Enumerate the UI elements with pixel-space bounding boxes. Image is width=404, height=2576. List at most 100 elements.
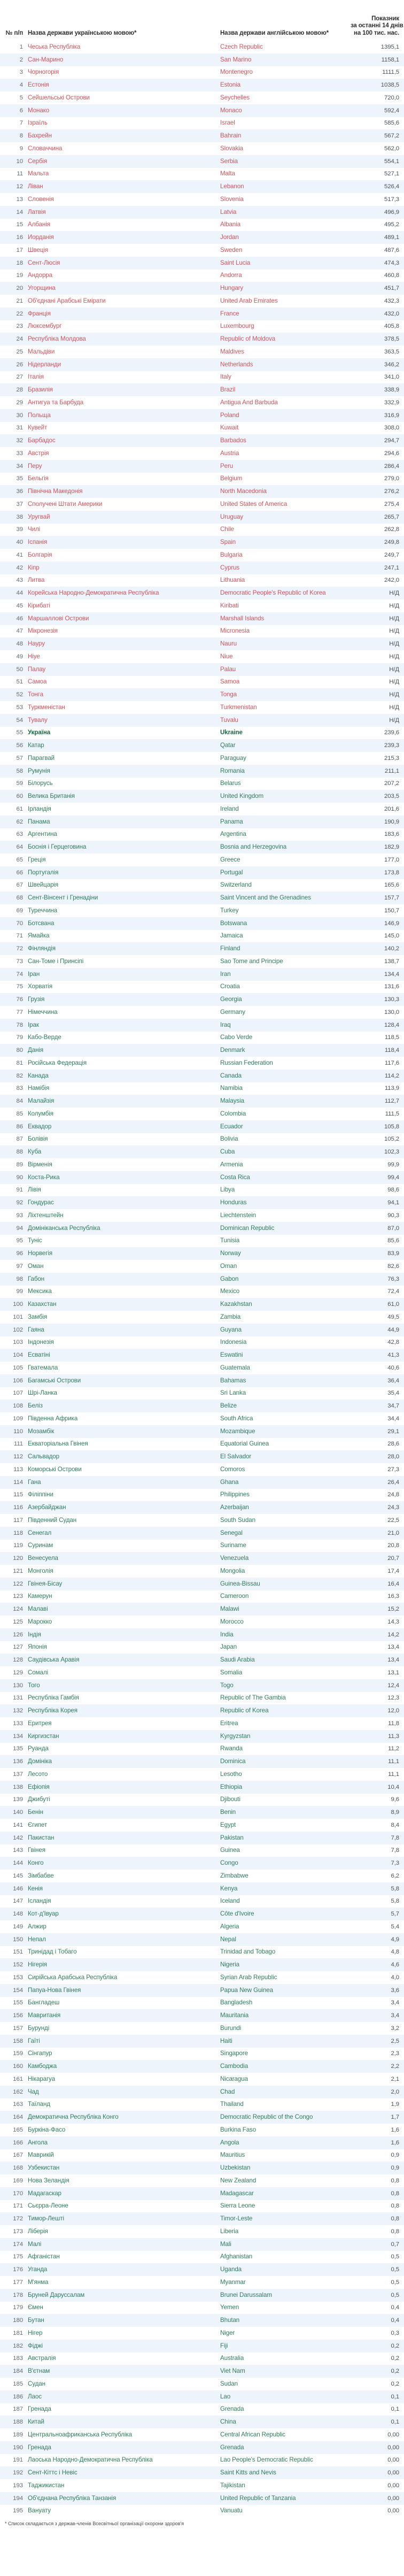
row-number: 191 [13,2457,23,2464]
row-number: 11 [17,171,23,178]
row-number: 193 [13,2482,23,2489]
country-name-ua: Сент-Люсія [28,259,60,266]
country-name-ua: Філіппіни [28,1491,53,1498]
row-number: 4 [19,82,23,89]
row-number: 170 [13,2190,23,2197]
row-number: 25 [16,348,24,355]
table-row: 69 Туреччина Turkey 150,7 [0,904,404,917]
country-name-ua: Ізраїль [28,120,48,127]
table-row: 182 Фіджі Fiji 0,2 [0,2339,404,2352]
country-name-en: Barbados [220,437,246,444]
incidence-value: Н/Д [389,615,399,622]
country-name-ua: Джибуті [28,1796,50,1803]
incidence-value: 0,00 [387,2431,399,2438]
table-row: 51 Самоа Samoa Н/Д [0,675,404,689]
table-row: 34 Перу Peru 286,4 [0,459,404,473]
incidence-value: 90,3 [387,1212,399,1219]
country-name-ua: Пакистан [28,1834,55,1841]
country-name-ua: Мавританія [28,2012,61,2019]
row-number: 107 [13,1390,23,1397]
country-name-en: Dominican Republic [220,1225,275,1232]
country-name-en: Djibouti [220,1796,240,1803]
incidence-value: 3,6 [391,1987,399,1994]
incidence-value: 112,7 [384,1098,399,1105]
country-name-ua: М'янма [28,2279,49,2286]
country-name-en: Mongolia [220,1567,245,1574]
country-name-ua: Сирійська Арабська Республіка [28,1974,118,1981]
table-row: 17 Швеція Sweden 487,6 [0,244,404,257]
country-name-en: Jordan [220,234,239,241]
row-number: 195 [13,2508,23,2515]
table-row: 104 Есватіні Eswatini 41,3 [0,1349,404,1362]
incidence-value: 249,7 [384,551,399,558]
country-name-en: Uruguay [220,513,244,520]
row-number: 14 [16,209,24,216]
country-name-ua: Демократична Республіка Конго [28,2114,119,2121]
country-name-en: Belarus [220,780,241,787]
table-row: 25 Мальдіви Maldives 363,5 [0,345,404,358]
country-name-ua: Ямайка [28,933,50,940]
table-row: 57 Парагвай Paraguay 215,3 [0,752,404,765]
incidence-value: 474,3 [384,259,399,266]
row-number: 35 [16,475,24,482]
country-name-en: Pakistan [220,1834,244,1841]
country-name-en: Samoa [220,679,240,686]
country-name-ua: Судан [28,2380,45,2387]
country-name-ua: Вануату [28,2508,51,2515]
incidence-value: 138,7 [384,958,399,965]
country-name-ua: Норвегія [28,1250,53,1257]
table-row: 117 Південний Судан South Sudan 22,5 [0,1514,404,1527]
incidence-value: 20,7 [387,1555,399,1562]
row-number: 168 [13,2165,23,2172]
incidence-value: 207,2 [384,780,399,787]
table-row: 68 Сент-Вінсент і Гренадіни Saint Vincent … [0,891,404,904]
row-number: 169 [13,2177,23,2184]
country-name-ua: Суринам [28,1542,53,1549]
row-number: 123 [13,1593,23,1600]
table-row: 96 Норвегія Norway 83,9 [0,1247,404,1260]
country-name-ua: Лаос [28,2393,42,2400]
incidence-value: 585,6 [384,120,399,127]
table-row: 109 Південна Африка South Africa 34,4 [0,1412,404,1425]
table-row: 63 Аргентина Argentina 183,6 [0,828,404,841]
incidence-value: 118,5 [384,1034,399,1041]
row-number: 63 [16,831,24,838]
row-number: 162 [13,2088,23,2095]
incidence-value: 118,4 [384,1047,399,1054]
country-name-en: Dominica [220,1758,246,1765]
table-row: 90 Коста-Рика Costa Rica 99,4 [0,1171,404,1184]
country-name-ua: Об'єднана Республіка Танзанія [28,2495,116,2502]
country-name-ua: Конго [28,1860,44,1867]
row-number: 181 [13,2329,23,2336]
row-number: 48 [16,641,24,648]
country-name-en: Trinidad and Tobago [220,1949,276,1956]
country-name-en: Lesotho [220,1771,242,1778]
country-name-en: Bosnia and Herzegovina [220,844,287,851]
incidence-value: 183,6 [384,831,399,838]
row-number: 192 [13,2470,23,2477]
row-number: 134 [13,1733,23,1740]
header-indicator-line1: Показник [371,15,399,22]
country-name-ua: Вірменія [28,1161,52,1168]
country-name-en: Viet Nam [220,2368,245,2375]
row-number: 180 [13,2317,23,2324]
table-row: 3 Чорногорія Montenegro 1111,5 [0,66,404,79]
incidence-value: 294,7 [384,437,399,444]
country-name-ua: Еквадор [28,1123,52,1130]
table-row: 39 Чилі Chile 262,8 [0,523,404,536]
row-number: 19 [16,272,24,279]
incidence-value: 0,00 [387,2495,399,2502]
country-name-en: Cuba [220,1149,235,1156]
row-number: 114 [13,1479,23,1486]
row-number: 141 [13,1821,23,1828]
country-name-ua: Румунія [28,767,50,774]
country-name-en: Kiribati [220,602,239,609]
country-name-en: Azerbaijan [220,1504,249,1511]
row-number: 129 [13,1669,23,1676]
incidence-value: 36,4 [387,1377,399,1384]
incidence-value: 14,3 [387,1618,399,1625]
country-name-ua: Марокко [28,1618,52,1625]
country-name-ua: Саудівська Аравія [28,1657,80,1664]
table-row: 185 Судан Sudan 0,2 [0,2378,404,2390]
incidence-value: 720,0 [384,94,399,101]
